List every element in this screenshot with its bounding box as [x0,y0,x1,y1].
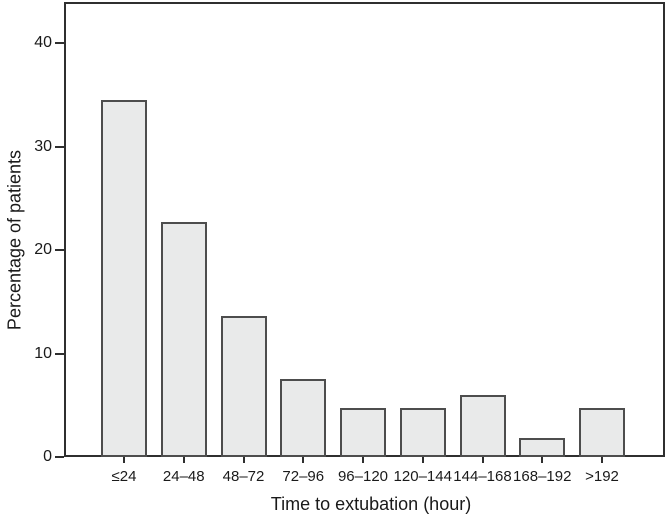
y-tick [55,352,64,355]
bar [160,222,207,457]
y-tick [55,42,64,45]
bar [101,100,147,457]
y-tick [55,456,64,458]
x-tick-label: ≤24 [111,468,137,485]
x-tick [601,457,603,463]
x-tick-label: 168–192 [513,468,572,485]
x-tick-label: 96–120 [337,468,389,485]
x-tick [421,457,424,463]
x-tick-label: >192 [585,468,619,485]
y-axis-title: Percentage of patients [4,149,25,331]
bar [519,438,566,457]
y-tick-label: 0 [43,448,52,465]
x-tick-label: 120–144 [393,468,452,485]
y-tick-label: 40 [34,34,52,52]
bar [459,395,506,457]
y-tick-label: 10 [34,344,52,362]
x-tick [302,457,305,463]
y-tick-label: 30 [34,137,52,155]
bar [280,379,327,457]
bar [340,408,386,457]
x-tick-label: 72–96 [282,468,325,485]
y-tick [55,249,64,252]
bar [579,408,625,457]
x-tick [481,457,484,463]
x-tick [123,457,125,463]
x-axis-title: Time to extubation (hour) [270,494,472,514]
bar [220,316,267,457]
x-tick [182,457,185,463]
bar [399,408,446,457]
x-tick-label: 24–48 [162,468,205,485]
x-tick [362,457,364,463]
x-tick [541,457,544,463]
x-tick-label: 48–72 [222,468,265,485]
x-tick [242,457,245,463]
y-tick [55,145,64,148]
plot-area [64,2,665,457]
x-tick-label: 144–168 [453,468,512,485]
y-tick-label: 20 [34,241,52,259]
